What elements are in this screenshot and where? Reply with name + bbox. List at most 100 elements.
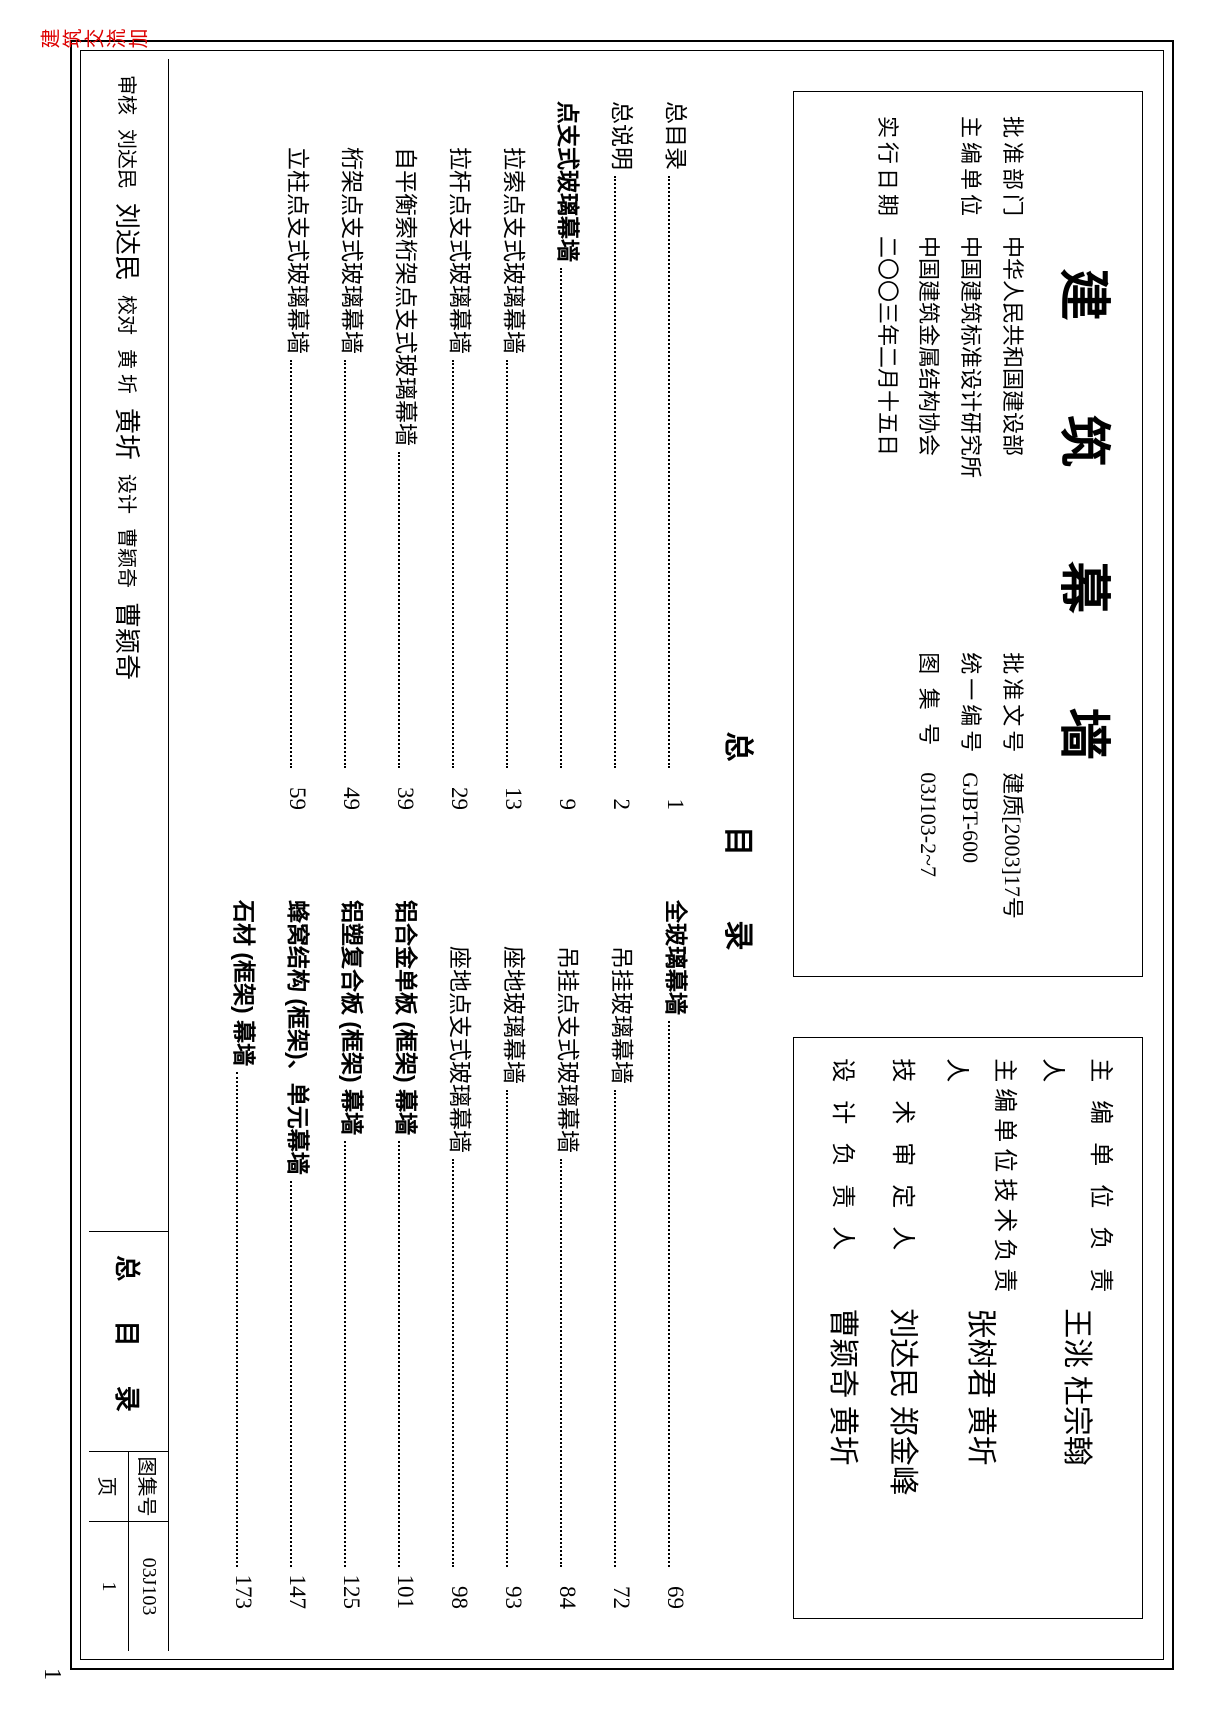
proof-label: 校对 — [114, 295, 143, 335]
toc-page: 13 — [500, 774, 526, 810]
toc-label: 点支式玻璃幕墙 — [553, 101, 587, 262]
toc-dots — [560, 268, 574, 768]
header: 建 筑 幕 墙 批准部门中华人民共和国建设部批准文号建质[2003]17号主编单… — [793, 91, 1143, 1619]
hl-value2: 03J103-2~7 — [908, 772, 950, 952]
toc-dots — [506, 1090, 520, 1567]
album-row: 图集号 03J103 — [129, 1452, 168, 1651]
toc-label: 总说明 — [607, 101, 641, 170]
toc-item: 拉杆点支式玻璃幕墙29 — [445, 101, 479, 810]
toc-page: 59 — [284, 774, 310, 810]
toc-col-right: 全玻璃幕墙69吊挂玻璃幕墙72吊挂点支式玻璃幕墙84座地玻璃幕墙93座地点支式玻… — [209, 900, 695, 1609]
album-value: 03J103 — [137, 1522, 160, 1651]
toc-label: 座地玻璃幕墙 — [499, 900, 533, 1084]
toc-page: 98 — [446, 1573, 472, 1609]
toc-label: 蜂窝结构 (框架)、单元幕墙 — [283, 900, 317, 1175]
hl-value: 中国建筑标准设计研究所 — [949, 236, 991, 652]
hl-value: 中华人民共和国建设部 — [991, 236, 1033, 652]
hl-label2 — [866, 652, 908, 772]
toc-label: 拉索点支式玻璃幕墙 — [499, 101, 533, 354]
header-left-row: 批准部门中华人民共和国建设部批准文号建质[2003]17号 — [991, 116, 1033, 952]
hr-label: 主 编 单 位 负 责 人 — [1028, 1058, 1124, 1308]
toc-dots — [290, 1180, 304, 1566]
toc-item: 桁架点支式玻璃幕墙 49 — [337, 101, 371, 810]
page-label: 页 — [89, 1452, 128, 1522]
header-right-row: 设 计 负 责 人曹颖奇 黄圻 — [812, 1058, 872, 1598]
hl-label2: 图 集 号 — [908, 652, 950, 772]
toc-page: 1 — [662, 774, 688, 810]
toc-dots — [452, 1159, 466, 1567]
toc-item: 石材 (框架) 幕墙173 — [229, 900, 263, 1609]
proof-name: 黄 圻 — [114, 349, 143, 394]
toc-dots — [452, 360, 466, 768]
document-title: 建 筑 幕 墙 — [1051, 116, 1126, 952]
page: 建 筑 幕 墙 批准部门中华人民共和国建设部批准文号建质[2003]17号主编单… — [0, 0, 1214, 1719]
toc-item: 总目录 1 — [661, 101, 695, 810]
header-left-row: 中国建筑金属结构协会图 集 号03J103-2~7 — [908, 116, 950, 952]
toc-label: 铝合金单板 (框架) 幕墙 — [391, 900, 425, 1135]
toc-label: 桁架点支式玻璃幕墙 — [337, 101, 371, 354]
hl-label: 实行日期 — [866, 116, 908, 236]
toc-dots — [236, 1072, 250, 1567]
header-left-row: 主编单位中国建筑标准设计研究所统一编号GJBT-600 — [949, 116, 991, 952]
toc-page: 125 — [338, 1573, 364, 1609]
toc-item: 蜂窝结构 (框架)、单元幕墙 147 — [283, 900, 317, 1609]
hl-value2: GJBT-600 — [949, 772, 991, 952]
toc-dots — [614, 1090, 628, 1567]
toc-dots — [668, 176, 682, 768]
footer-center-title: 总 目 录 — [89, 1231, 168, 1451]
toc-dots — [614, 176, 628, 768]
outer-page-number: 1 — [38, 1668, 65, 1680]
header-right-row: 主 编 单 位 负 责 人王洮 杜宗翰 — [1028, 1058, 1124, 1598]
toc-item: 座地点支式玻璃幕墙98 — [445, 900, 479, 1609]
toc-page: 49 — [338, 774, 364, 810]
hr-signature: 曹颖奇 黄圻 — [812, 1308, 872, 1598]
design-name: 曹颖奇 — [114, 528, 143, 588]
toc-dots — [668, 1021, 682, 1567]
hl-label: 主编单位 — [949, 116, 991, 236]
header-left-block: 建 筑 幕 墙 批准部门中华人民共和国建设部批准文号建质[2003]17号主编单… — [793, 91, 1143, 977]
toc-page: 9 — [554, 774, 580, 810]
toc-page: 39 — [392, 774, 418, 810]
toc-page: 72 — [608, 1573, 634, 1609]
toc-page: 69 — [662, 1573, 688, 1609]
page-row: 页 1 — [89, 1452, 129, 1651]
hr-signature: 刘达民 郑金峰 — [872, 1308, 932, 1598]
toc-item: 拉索点支式玻璃幕墙 13 — [499, 101, 533, 810]
toc-item: 吊挂玻璃幕墙 72 — [607, 900, 641, 1609]
review-name: 刘达民 — [114, 129, 143, 189]
header-right-row: 主编单位技术负责人张树君 黄圻 — [932, 1058, 1028, 1598]
album-label: 图集号 — [129, 1452, 168, 1522]
toc-dots — [344, 1141, 358, 1567]
footer-credits: 审核 刘达民 刘达民 校对 黄 圻 黄圻 设计 曹颖奇 曹颖奇 — [89, 59, 168, 1231]
toc-page: 173 — [230, 1573, 256, 1609]
hr-signature: 张树君 黄圻 — [950, 1308, 1010, 1598]
toc-item: 铝合金单板 (框架) 幕墙 101 — [391, 900, 425, 1609]
toc-label: 吊挂玻璃幕墙 — [607, 900, 641, 1084]
toc-columns: 总目录 1 总说明2 点支式玻璃幕墙 9 拉索点支式玻璃幕墙 13 拉杆点支式玻璃幕墙29 自平… — [209, 91, 695, 1619]
hr-label: 技 术 审 定 人 — [878, 1058, 926, 1308]
toc-page: 147 — [284, 1573, 310, 1609]
side-note: 建筑交流加 — [40, 26, 150, 55]
toc-item: 自平衡索桁架点支式玻璃幕墙39 — [391, 101, 425, 810]
toc-page: 29 — [446, 774, 472, 810]
toc-label: 全玻璃幕墙 — [661, 900, 695, 1015]
review-label: 审核 — [114, 75, 143, 115]
hl-value2 — [866, 772, 908, 952]
proof-sign: 黄圻 — [110, 408, 147, 460]
toc-dots — [398, 1141, 412, 1567]
toc-dots — [290, 360, 304, 768]
toc-label: 总目录 — [661, 101, 695, 170]
toc-item: 总说明2 — [607, 101, 641, 810]
review-sign: 刘达民 — [110, 203, 147, 281]
toc-label: 铝塑复合板 (框架) 幕墙 — [337, 900, 371, 1135]
toc-item: 铝塑复合板 (框架) 幕墙 125 — [337, 900, 371, 1609]
toc-page: 101 — [392, 1573, 418, 1609]
hl-value: 二〇〇三年二月十五日 — [866, 236, 908, 652]
toc-label: 吊挂点支式玻璃幕墙 — [553, 900, 587, 1153]
header-left-row: 实行日期二〇〇三年二月十五日 — [866, 116, 908, 952]
hl-label2: 批准文号 — [991, 652, 1033, 772]
hl-value2: 建质[2003]17号 — [991, 772, 1033, 952]
hl-label: 批准部门 — [991, 116, 1033, 236]
rotated-content: 建 筑 幕 墙 批准部门中华人民共和国建设部批准文号建质[2003]17号主编单… — [20, 20, 1194, 1700]
toc-page: 93 — [500, 1573, 526, 1609]
